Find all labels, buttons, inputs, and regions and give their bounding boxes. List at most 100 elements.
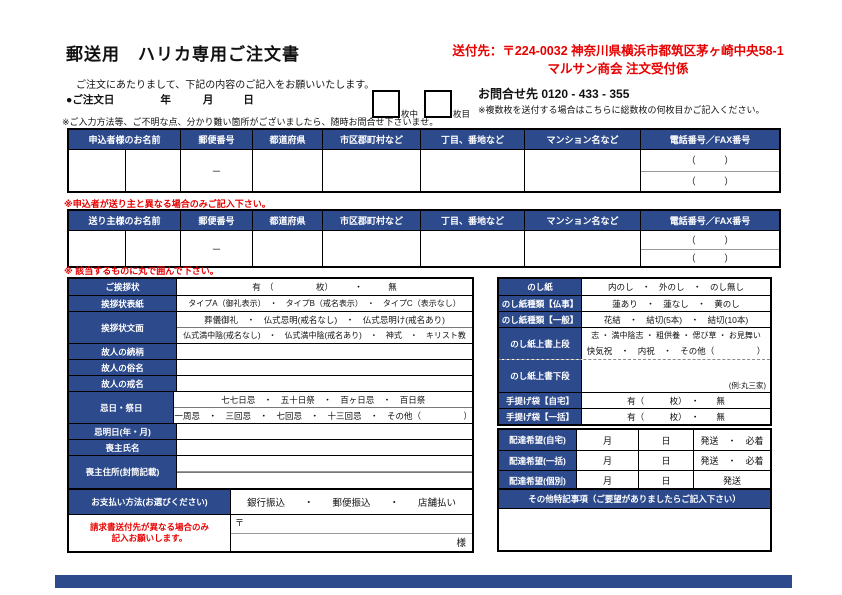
applicant-phone-field[interactable]: （ ） （ ） — [641, 150, 779, 191]
applicant-building-field[interactable] — [525, 150, 641, 191]
input-area[interactable] — [177, 344, 472, 359]
send-to-line1: 送付先：〒224-0032 神奈川県横浜市都筑区茅ヶ崎中央58-1 — [452, 44, 784, 58]
row-noshi-paper: のし紙 内のし ・ 外のし ・ のし無し — [499, 279, 770, 295]
footer-bar — [55, 575, 792, 588]
row-delivery-bulk: 配達希望(一括) 月 日 発送 ・ 必着 — [499, 450, 770, 470]
special-notes-header: その他特記事項（ご要望がありましたらご記入下さい） — [499, 490, 770, 508]
month-field[interactable]: 月 — [577, 430, 639, 450]
row-delivery-home: 配達希望(自宅) 月 日 発送 ・ 必着 — [499, 430, 770, 450]
row-label: 挨拶状表紙 — [69, 296, 177, 311]
month-field[interactable]: 月 — [577, 471, 639, 490]
col-header-building: マンション名など — [525, 211, 641, 230]
row-label: 故人の続柄 — [69, 344, 177, 359]
order-date-line: ●ご注文日 年 月 日 — [66, 92, 254, 107]
row-options-line2: 快気祝 ・ 内祝 ・ その他（ ） — [586, 346, 766, 357]
col-header-postal: 郵便番号 — [181, 130, 253, 149]
help-note: ※ご入力方法等、ご不明な点、分かり難い箇所がございましたら、随時お問合せ下さいま… — [62, 117, 439, 127]
sender-city-field[interactable] — [323, 231, 421, 266]
sender-postal-field[interactable]: － — [181, 231, 253, 266]
input-area[interactable]: (例:丸三家) — [582, 360, 770, 392]
col-header-building: マンション名など — [525, 130, 641, 149]
applicant-prefecture-field[interactable] — [253, 150, 323, 191]
row-label: 忌日・祭日 — [69, 392, 175, 423]
row-noshi-upper-text: のし紙上書上段 志 ・ 満中陰志 ・ 粗供養 ・ 偲び草 ・ お見舞い 快気祝 … — [499, 327, 770, 359]
sheets-total-label: 枚中 — [401, 109, 419, 119]
input-area[interactable] — [177, 456, 472, 488]
phone-blank-1: （ ） — [686, 156, 734, 168]
special-notes-field[interactable] — [499, 508, 770, 550]
sheets-total-box[interactable] — [372, 90, 400, 118]
order-date-day-label: 日 — [243, 94, 254, 106]
name-cell-divider — [124, 231, 126, 266]
billing-divider — [231, 532, 472, 534]
row-bag-bulk: 手提げ袋【一括】 有（ 枚） ・ 無 — [499, 408, 770, 424]
order-date-year-label: 年 — [160, 94, 171, 106]
row-label: 手提げ袋【一括】 — [499, 409, 582, 424]
month-field[interactable]: 月 — [577, 451, 639, 470]
ship-options: 発送 ・ 必着 — [700, 435, 764, 446]
row-options: 有 （ 枚） ・ 無 — [252, 282, 397, 292]
sender-table: 送り主様のお名前 郵便番号 都道府県 市区郡町村など 丁目、番地など マンション… — [67, 209, 781, 268]
order-date-label: ●ご注文日 — [66, 94, 115, 106]
sender-header-row: 送り主様のお名前 郵便番号 都道府県 市区郡町村など 丁目、番地など マンション… — [69, 211, 779, 230]
row-label: 挨拶状文面 — [69, 312, 177, 343]
row-bag-home: 手提げ袋【自宅】 有（ 枚） ・ 無 — [499, 392, 770, 408]
day-field[interactable]: 日 — [639, 451, 694, 470]
applicant-table: 申込者様のお名前 郵便番号 都道府県 市区郡町村など 丁目、番地など マンション… — [67, 128, 781, 193]
page-title: 郵送用 ハリカ専用ご注文書 — [66, 45, 300, 64]
row-options-line1: 志 ・ 満中陰志 ・ 粗供養 ・ 偲び草 ・ お見舞い — [591, 331, 761, 341]
row-mourning-end-date: 忌明日(年・月) — [69, 423, 472, 439]
row-label: のし紙種類【仏事】 — [499, 296, 582, 311]
row-label: 故人の俗名 — [69, 360, 177, 375]
col-header-sender-name: 送り主様のお名前 — [69, 211, 181, 230]
day-field[interactable]: 日 — [639, 471, 694, 490]
sender-prefecture-field[interactable] — [253, 231, 323, 266]
row-chief-mourner-name: 喪主氏名 — [69, 439, 472, 455]
sheet-number-box[interactable] — [424, 90, 452, 118]
circle-note: ※ 該当するものに丸で囲んで下さい。 — [64, 266, 219, 276]
applicant-block-field[interactable] — [421, 150, 525, 191]
input-area[interactable] — [177, 424, 472, 439]
sender-name-field[interactable] — [69, 231, 181, 266]
sender-building-field[interactable] — [525, 231, 641, 266]
applicant-city-field[interactable] — [323, 150, 421, 191]
day-field[interactable]: 日 — [639, 430, 694, 450]
phone-blank-1: （ ） — [686, 235, 734, 247]
row-card-cover: 挨拶状表紙 タイプA（御礼表示） ・ タイプB（戒名表示） ・ タイプC（表示な… — [69, 295, 472, 311]
row-label: のし紙種類【一般】 — [499, 312, 582, 327]
sender-block-field[interactable] — [421, 231, 525, 266]
row-label: 忌明日(年・月) — [69, 424, 177, 439]
address-line2 — [177, 472, 472, 488]
row-chief-mourner-address: 喪主住所(封筒記載) — [69, 455, 472, 488]
applicant-postal-field[interactable]: － — [181, 150, 253, 191]
input-area[interactable] — [177, 376, 472, 391]
row-noshi-type-general: のし紙種類【一般】 花結 ・ 結切(5本) ・ 結切(10本) — [499, 311, 770, 327]
col-header-prefecture: 都道府県 — [253, 211, 323, 230]
row-label: 喪主氏名 — [69, 440, 177, 455]
example-hint: (例:丸三家) — [728, 381, 766, 390]
row-noshi-type-buddhist: のし紙種類【仏事】 蓮あり ・ 蓮なし ・ 黄のし — [499, 295, 770, 311]
applicant-name-field[interactable] — [69, 150, 181, 191]
input-area[interactable] — [177, 360, 472, 375]
input-area[interactable] — [177, 440, 472, 455]
payment-label: お支払い方法(お選びください) — [69, 490, 231, 514]
blank-line — [582, 360, 770, 380]
row-label: 配達希望(個別) — [499, 471, 577, 490]
payment-options: 銀行振込 ・ 郵便振込 ・ 店舗払い — [246, 498, 456, 509]
contact-phone: お問合せ先 0120 - 433 - 355 — [478, 87, 630, 101]
applicant-body-row: － （ ） （ ） — [69, 149, 779, 191]
row-label: 手提げ袋【自宅】 — [499, 393, 582, 408]
postal-dash: － — [211, 167, 222, 178]
row-options: タイプA（御礼表示） ・ タイプB（戒名表示） ・ タイプC（表示なし） — [188, 299, 461, 308]
row-label: 配達希望(自宅) — [499, 430, 577, 450]
payment-table: お支払い方法(お選びください) 銀行振込 ・ 郵便振込 ・ 店舗払い 請求書送付… — [67, 488, 474, 553]
col-header-city: 市区郡町村など — [323, 130, 421, 149]
row-deceased-posthumous-name: 故人の戒名 — [69, 375, 472, 391]
row-label: のし紙上書下段 — [499, 360, 582, 392]
row-options-line1: 葬儀御礼 ・ 仏式忌明(戒名なし) ・ 仏式忌明け(戒名あり) — [204, 314, 445, 325]
row-card-text: 挨拶状文面 葬儀御礼 ・ 仏式忌明(戒名なし) ・ 仏式忌明け(戒名あり) 仏式… — [69, 311, 472, 343]
billing-address-field[interactable]: 〒 様 — [231, 515, 472, 551]
sender-phone-field[interactable]: （ ） （ ） — [641, 231, 779, 266]
row-memorial-day: 忌日・祭日 七七日忌 ・ 五十日祭 ・ 百ヶ日忌 ・ 百日祭 一周忌 ・ 三回忌… — [69, 391, 472, 423]
